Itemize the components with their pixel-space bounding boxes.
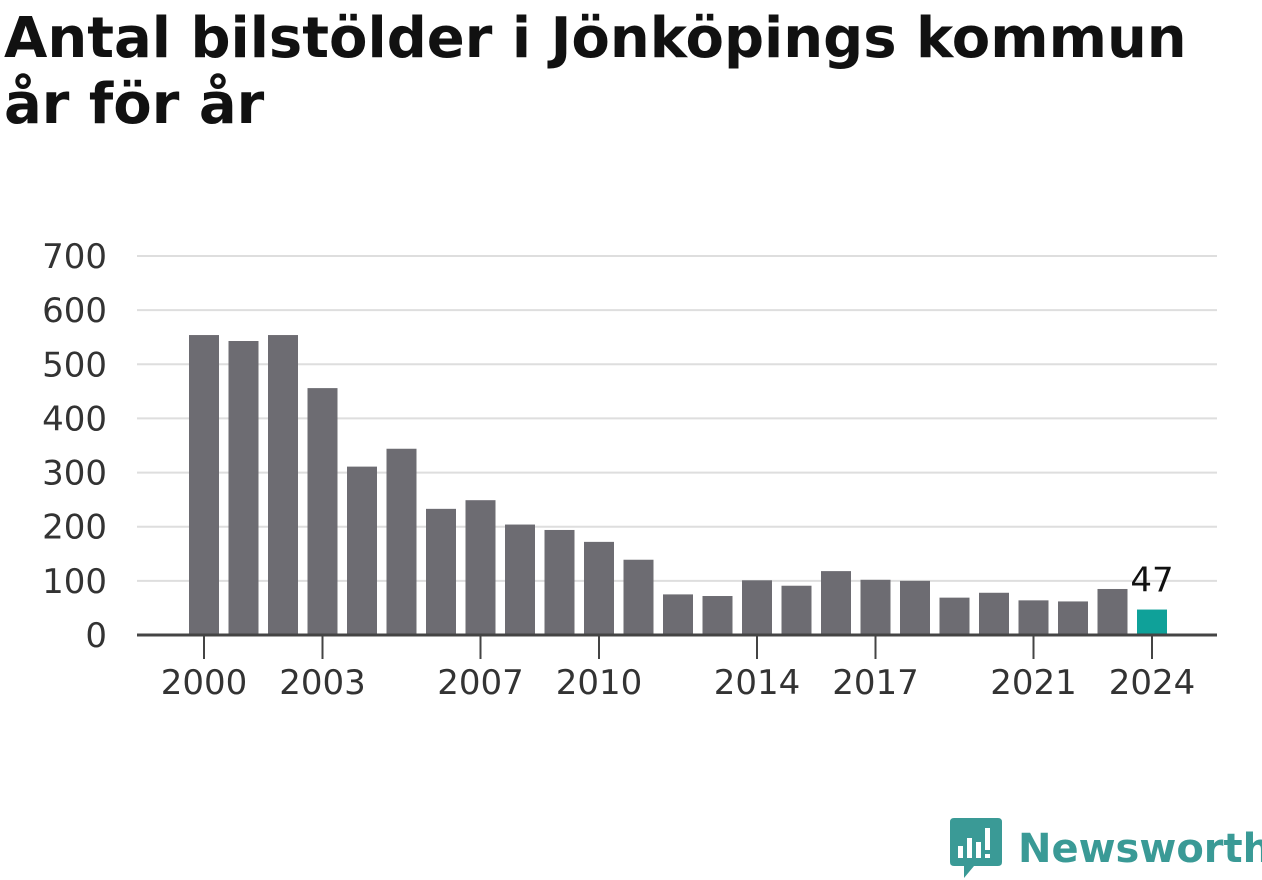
x-tick-label: 2000 [161,663,248,703]
y-tick-label: 300 [42,454,107,494]
bar-2018 [900,580,930,635]
bar-2004 [347,466,377,635]
bar-2016 [821,571,851,635]
x-axis-ticks: 2000 2003 2007 2010 2014 2017 2021 2024 [161,635,1196,703]
bar-2014 [742,580,772,635]
x-tick-label: 2007 [437,663,524,703]
chart-title: Antal bilstölder i Jönköpings kommun år … [4,6,1187,137]
bar-2023 [1097,588,1128,635]
value-label: 47 [1130,561,1173,601]
y-tick-label: 400 [42,399,107,439]
x-tick-label: 2014 [714,663,801,703]
bar-2007 [465,500,496,635]
bar-2020 [979,592,1009,635]
y-tick-label: 600 [42,291,107,331]
bar-2013 [702,596,733,635]
y-tick-label: 500 [42,345,107,385]
bar-2017 [860,579,891,635]
bar-2001 [228,341,259,635]
y-axis-ticks: 0 100 200 300 400 500 600 700 [42,237,107,656]
bar-2024 [1137,609,1167,635]
bar-2011 [623,559,654,635]
bar-2003 [307,388,338,635]
brand-name: Newsworthy [1018,826,1262,872]
y-tick-label: 200 [42,508,107,548]
bar-2006 [426,508,456,635]
y-tick-label: 100 [42,562,107,602]
y-tick-label: 700 [42,237,107,277]
bar-2022 [1058,601,1088,635]
bar-2019 [939,597,970,635]
bar-2008 [505,524,535,635]
bar-2005 [386,448,417,635]
x-tick-label: 2021 [990,663,1077,703]
x-tick-label: 2017 [832,663,919,703]
bar-2000 [189,335,219,635]
bar-2009 [544,529,575,635]
bar-2015 [781,585,812,635]
x-tick-label: 2024 [1109,663,1196,703]
bar-2012 [663,594,693,635]
value-labels: 47 [1130,561,1173,601]
newsworthy-logo: Newsworthy [950,818,1262,880]
x-tick-label: 2010 [556,663,643,703]
bar-2021 [1018,600,1049,635]
bar-2010 [584,541,614,635]
bar-2002 [268,335,298,635]
chart-speech-bubble-icon [950,818,1002,878]
y-tick-label: 0 [85,616,107,656]
gridlines [137,255,1217,582]
bars [189,335,1167,635]
x-tick-label: 2003 [279,663,366,703]
